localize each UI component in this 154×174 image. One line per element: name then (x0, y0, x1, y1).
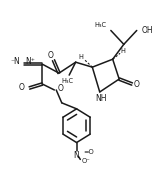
Text: H₃C: H₃C (61, 78, 73, 84)
Text: N⁺: N⁺ (25, 57, 35, 66)
Text: =O: =O (83, 149, 94, 156)
Text: OH: OH (141, 26, 153, 35)
Text: O: O (19, 84, 25, 93)
Text: ⁻N: ⁻N (10, 57, 20, 66)
Text: H: H (79, 54, 84, 60)
Text: NH: NH (95, 94, 106, 103)
Text: H: H (120, 48, 125, 54)
Text: O: O (48, 51, 54, 60)
Text: O: O (134, 80, 140, 89)
Text: O⁻: O⁻ (81, 158, 90, 164)
Text: H₃C: H₃C (94, 22, 106, 27)
Text: O: O (58, 85, 64, 93)
Text: N: N (74, 151, 79, 160)
